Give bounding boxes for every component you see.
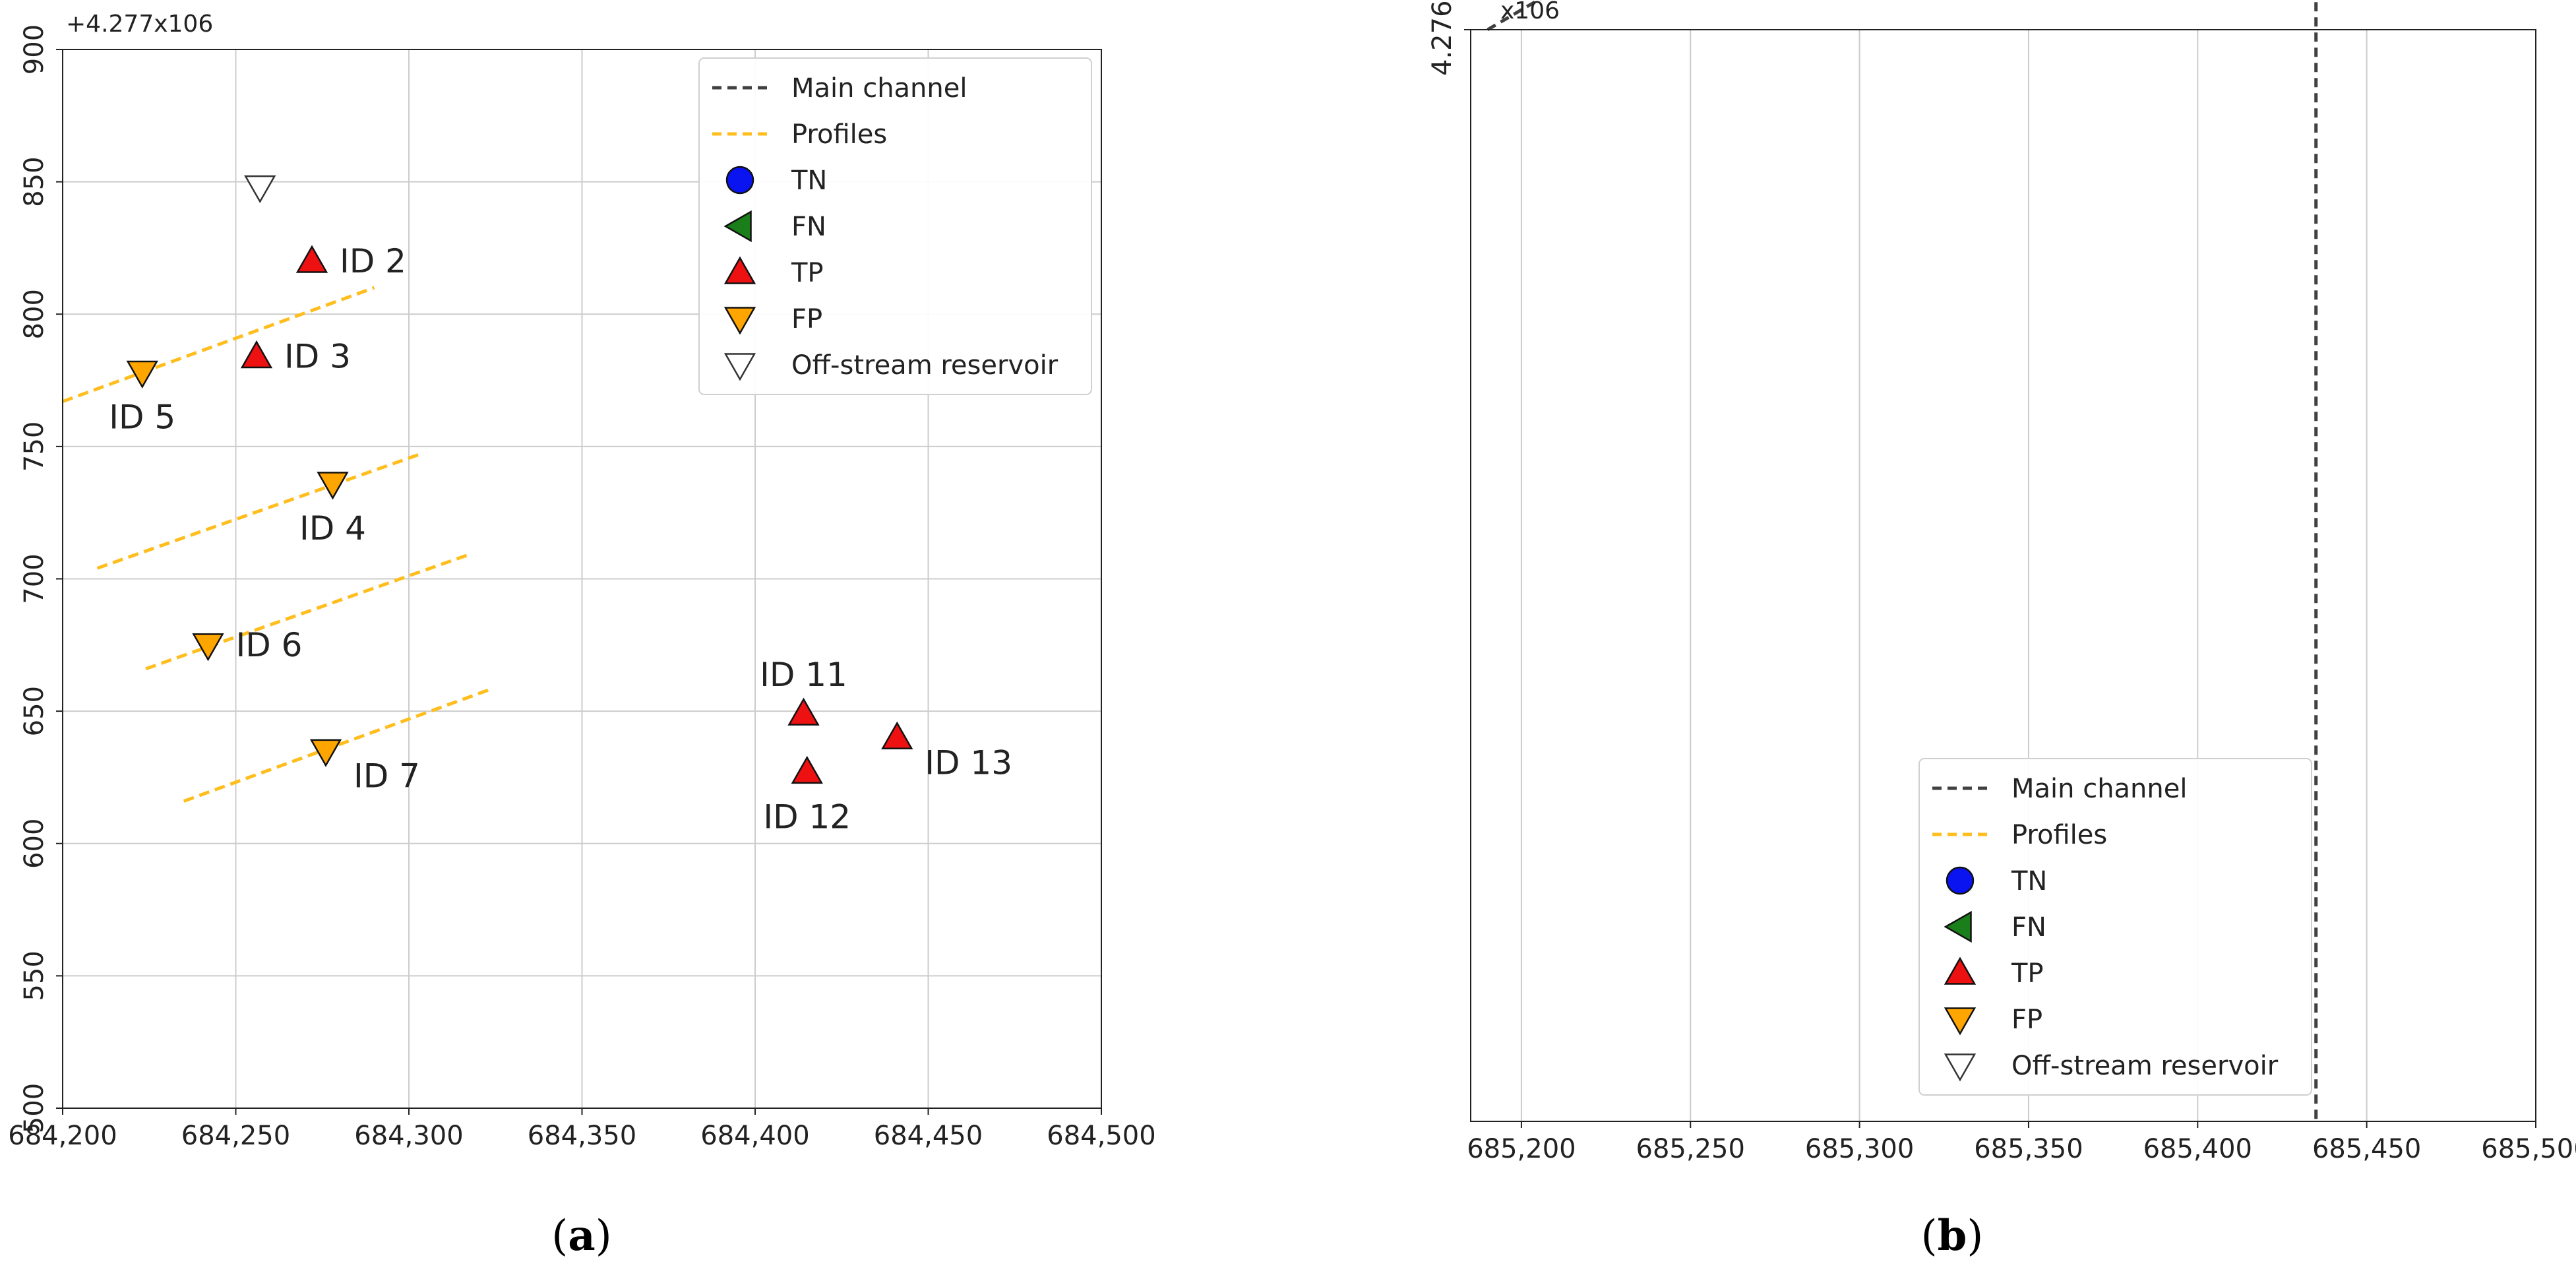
plot-border-b [1470, 29, 2536, 1122]
y-tick-label: 550 [19, 951, 49, 1001]
x-tick-label: 684,350 [528, 1121, 636, 1151]
y-tick-label: 750 [19, 422, 49, 472]
point-label: ID 7 [353, 757, 420, 795]
y-tick-label: 500 [19, 1083, 49, 1133]
legend-box [698, 57, 1092, 395]
x-tick-label: 684,300 [354, 1121, 463, 1151]
y-tick-label: 600 [19, 819, 49, 869]
x-ticks-b: 685,200 685,250 685,300 685,350 685,400 685,4… [1467, 1121, 2576, 1164]
point-label: ID 13 [925, 743, 1012, 782]
point-tp [791, 755, 823, 784]
y-tick-label: 850 [19, 156, 49, 206]
point-fp [126, 360, 158, 389]
legend-b: Main channel Profiles TN FN TP FP Off-stream r… [1918, 758, 2312, 1096]
legend-label: FN [791, 212, 826, 242]
point-label: ID 12 [763, 797, 851, 836]
x-tick-label: 684,500 [1047, 1121, 1155, 1151]
x-tick-label: 684,250 [181, 1121, 290, 1151]
legend-marker-tn [725, 166, 754, 195]
point-fp [317, 472, 349, 500]
point-label: ID 5 [109, 398, 175, 437]
profile-line [145, 553, 469, 671]
y-tick-label: 4.2763 [1427, 0, 1457, 76]
x-tick-label: 685,200 [1467, 1134, 1576, 1164]
y-tick-label: 700 [19, 553, 49, 604]
point-fp [192, 633, 224, 662]
profile-line [96, 453, 420, 570]
legend-marker-tp [1944, 956, 1977, 985]
x-tick-label: 685,450 [2312, 1134, 2421, 1164]
legend-label: Main channel [791, 73, 967, 104]
point-tp [295, 245, 328, 273]
legend-marker-fn [1944, 910, 1972, 943]
legend-label: Profiles [2011, 820, 2107, 850]
legend-label: TP [791, 258, 824, 288]
y-tick-label: 900 [19, 24, 49, 75]
legend-marker-fn [723, 210, 752, 243]
x-tick-label: 685,500 [2481, 1134, 2576, 1164]
point-fp [309, 739, 342, 767]
point-tp [787, 697, 820, 726]
x-tick-label: 685,400 [2143, 1134, 2252, 1164]
caption-a: (a) [551, 1211, 611, 1261]
legend-label: FP [2011, 1005, 2042, 1035]
x-tick-label: 685,350 [1974, 1134, 2083, 1164]
legend-label: FN [2011, 912, 2046, 943]
legend-marker-fp [1944, 1007, 1977, 1036]
y-tick-label: 650 [19, 686, 49, 736]
point-label: ID 3 [284, 337, 351, 375]
legend-marker-off [723, 353, 756, 381]
legend-label: TN [2011, 866, 2047, 896]
legend-box [1918, 758, 2312, 1096]
y-tick-label: 800 [19, 289, 49, 339]
profile-line [62, 286, 375, 404]
legend-a: Main channel Profiles TN FN TP FP Off-stream r… [698, 57, 1092, 395]
x-tick-label: 684,450 [874, 1121, 983, 1151]
legend-marker-off [1944, 1053, 1977, 1082]
point-tp [881, 721, 913, 749]
x-tick-label: 685,300 [1805, 1134, 1914, 1164]
x-ticks-a: 684,200 684,250 684,300 684,350 684,400 684,4… [8, 1108, 1156, 1151]
offset-label-a: +4.277x106 [66, 11, 213, 38]
point-labels-a: ID 2 ID 3 ID 5 ID 4 ID 6 ID 7 ID 11 ID 12 ID 13 [109, 242, 1012, 836]
point-off [244, 175, 276, 204]
y-ticks-a: 500 550 600 650 700 750 800 850 900 [19, 24, 63, 1133]
point-label: ID 11 [760, 656, 847, 694]
y-ticks-b: 4.27574.27584.27594.27604.27614.27624.27… [1427, 0, 1471, 76]
legend-marker-tp [723, 256, 756, 284]
caption-b: (b) [1921, 1211, 1984, 1261]
point-label: ID 4 [299, 509, 366, 547]
profile-line [183, 688, 489, 803]
panel-b: ID 33ID 34ID 36ID 35ID 38ID 42 685,20068… [1427, 0, 2576, 1261]
legend-label: FP [791, 304, 822, 334]
legend-label: TN [791, 166, 827, 196]
points-a [126, 175, 913, 784]
x-tick-label: 684,200 [8, 1121, 117, 1151]
offset-label-b: x106 [1500, 0, 1560, 24]
point-label: ID 6 [236, 626, 303, 664]
legend-label: Profiles [791, 119, 887, 150]
point-tp [240, 340, 273, 369]
legend-marker-tn [1946, 866, 1975, 895]
legend-label: TP [2011, 958, 2044, 989]
x-tick-label: 684,400 [700, 1121, 809, 1151]
legend-marker-fp [723, 307, 756, 335]
x-tick-label: 685,250 [1636, 1134, 1745, 1164]
point-label: ID 2 [340, 242, 406, 280]
legend-label: Off-stream reservoir [791, 350, 1058, 381]
profiles-a [62, 286, 489, 803]
legend-label: Off-stream reservoir [2011, 1051, 2279, 1081]
legend-label: Main channel [2011, 774, 2187, 804]
